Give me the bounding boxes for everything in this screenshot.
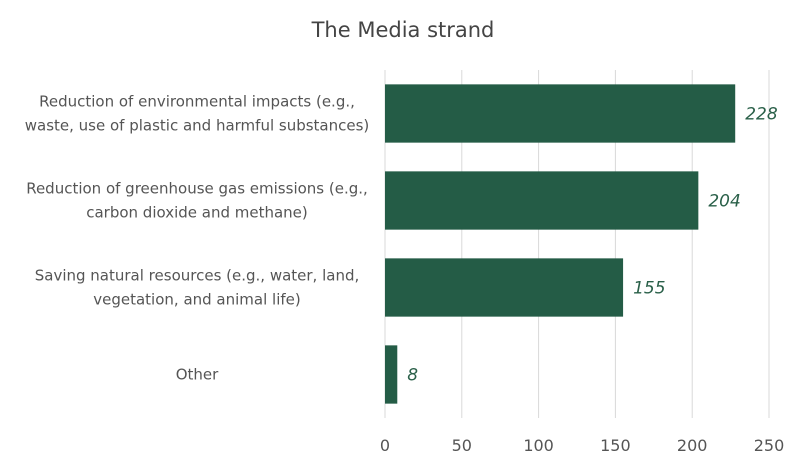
category-label: carbon dioxide and methane) [86,204,308,222]
x-tick-label: 150 [600,436,631,455]
bar [385,345,398,404]
x-tick-label: 200 [677,436,708,455]
bar [385,258,624,317]
bars [385,84,736,404]
x-tick-label: 0 [380,436,390,455]
x-axis-ticks: 0 50 100 150 200 250 [380,436,784,455]
category-label: waste, use of plastic and harmful substa… [25,117,370,135]
data-label: 228 [745,105,778,125]
category-labels: Reduction of environmental impacts (e.g.… [25,93,370,384]
category-label: Reduction of environmental impacts (e.g.… [39,93,355,111]
data-label: 155 [633,279,665,299]
data-label: 8 [407,366,418,386]
data-label: 204 [708,192,740,212]
category-label: Saving natural resources (e.g., water, l… [35,267,360,285]
bar [385,84,736,143]
bar [385,171,699,230]
data-labels: 228 204 155 8 [407,105,778,386]
x-tick-label: 50 [452,436,472,455]
category-label: Reduction of greenhouse gas emissions (e… [26,180,368,198]
chart-title: The Media strand [311,18,495,42]
category-label: Other [176,366,219,384]
category-label: vegetation, and animal life) [93,291,301,309]
x-tick-label: 100 [523,436,554,455]
x-tick-label: 250 [754,436,785,455]
